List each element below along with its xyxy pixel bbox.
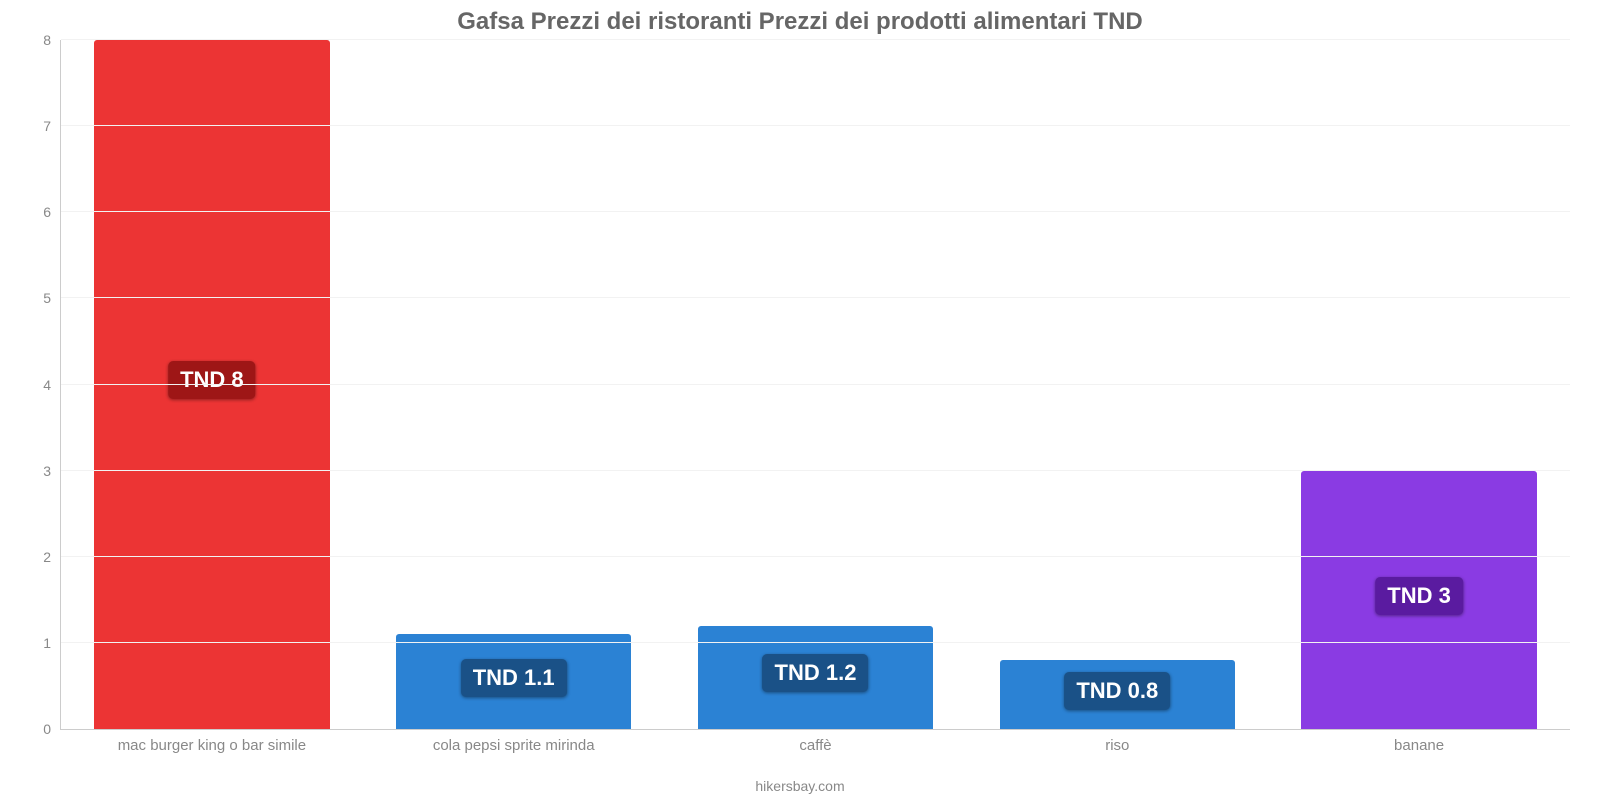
gridline (61, 556, 1570, 557)
gridline (61, 642, 1570, 643)
chart-title: Gafsa Prezzi dei ristoranti Prezzi dei p… (40, 0, 1560, 36)
y-tick-label: 7 (43, 118, 51, 134)
gridline (61, 297, 1570, 298)
bar: TND 3 (1301, 471, 1536, 729)
y-tick-label: 2 (43, 549, 51, 565)
bar-slot: TND 0.8riso (966, 40, 1268, 729)
y-tick-label: 6 (43, 204, 51, 220)
gridline (61, 211, 1570, 212)
bar: TND 0.8 (1000, 660, 1235, 729)
plot-area: TND 8mac burger king o bar simileTND 1.1… (60, 40, 1570, 730)
y-tick-label: 1 (43, 635, 51, 651)
value-label: TND 8 (168, 361, 256, 399)
y-tick-label: 3 (43, 463, 51, 479)
y-tick-label: 0 (43, 721, 51, 737)
x-tick-label: cola pepsi sprite mirinda (363, 737, 665, 754)
bar: TND 1.1 (396, 634, 631, 729)
price-chart: Gafsa Prezzi dei ristoranti Prezzi dei p… (0, 0, 1600, 800)
value-label: TND 1.1 (461, 659, 567, 697)
bar-slot: TND 3banane (1268, 40, 1570, 729)
x-tick-label: banane (1268, 737, 1570, 754)
bar-slot: TND 8mac burger king o bar simile (61, 40, 363, 729)
x-tick-label: caffè (665, 737, 967, 754)
value-label: TND 3 (1375, 577, 1463, 615)
y-tick-label: 5 (43, 290, 51, 306)
bar: TND 8 (94, 40, 329, 729)
y-tick-label: 8 (43, 32, 51, 48)
x-tick-label: riso (966, 737, 1268, 754)
gridline (61, 39, 1570, 40)
gridline (61, 125, 1570, 126)
x-tick-label: mac burger king o bar simile (61, 737, 363, 754)
gridline (61, 470, 1570, 471)
y-tick-label: 4 (43, 377, 51, 393)
value-label: TND 0.8 (1064, 672, 1170, 710)
value-label: TND 1.2 (763, 654, 869, 692)
bar-slot: TND 1.2caffè (665, 40, 967, 729)
attribution-text: hikersbay.com (0, 778, 1600, 794)
bars-container: TND 8mac burger king o bar simileTND 1.1… (61, 40, 1570, 729)
bar-slot: TND 1.1cola pepsi sprite mirinda (363, 40, 665, 729)
gridline (61, 384, 1570, 385)
